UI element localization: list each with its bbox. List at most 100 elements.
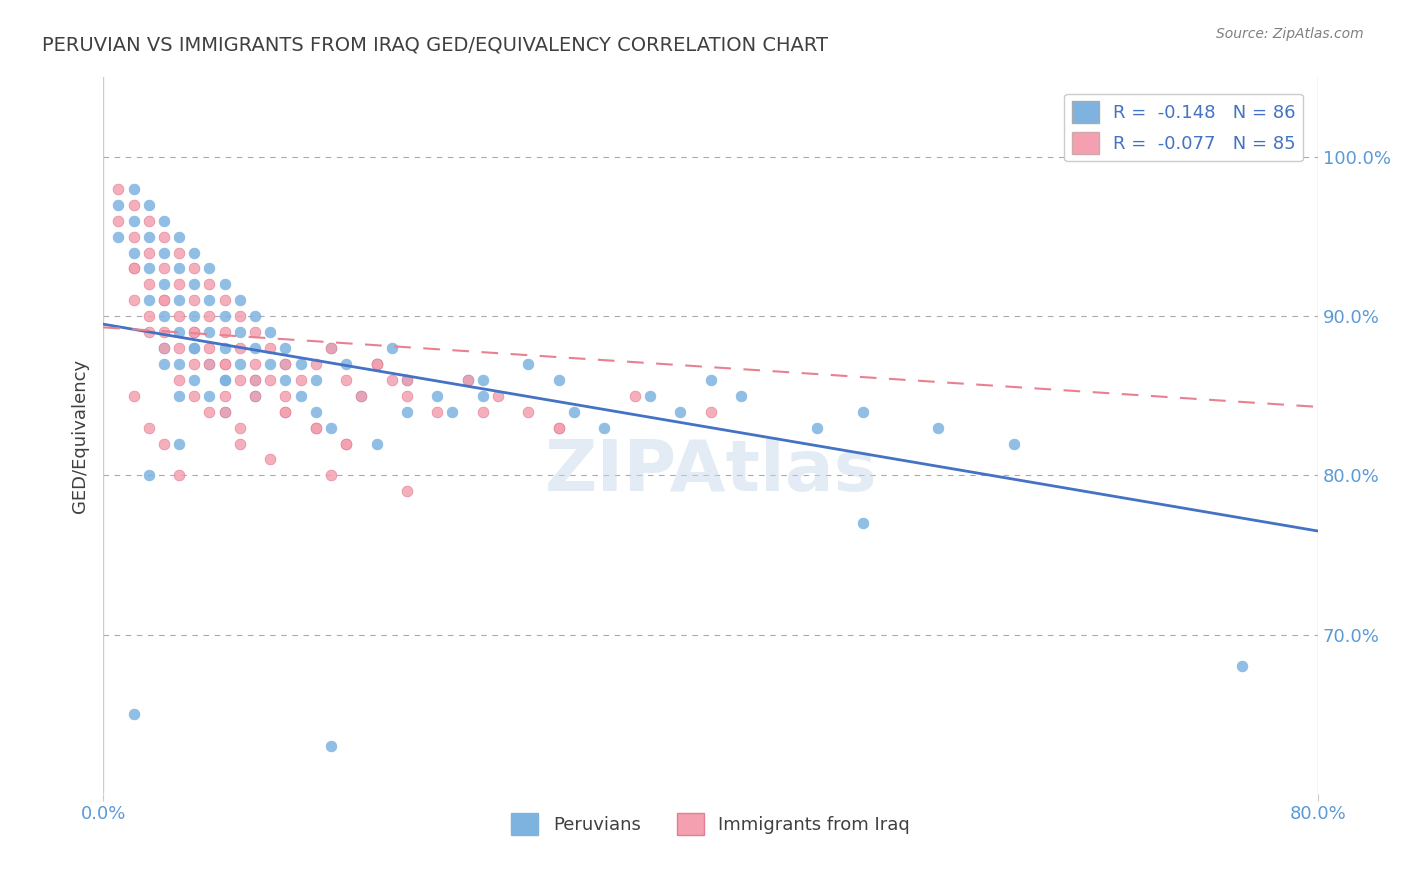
Point: [183, 293, 205, 308]
Point: [153, 436, 176, 450]
Point: [153, 357, 176, 371]
Point: [107, 213, 129, 227]
Point: [138, 468, 160, 483]
Point: [167, 325, 190, 339]
Point: [214, 277, 236, 292]
Point: [183, 325, 205, 339]
Point: [229, 325, 252, 339]
Point: [290, 389, 312, 403]
Point: [457, 373, 479, 387]
Point: [1230, 659, 1253, 673]
Point: [395, 484, 418, 499]
Y-axis label: GED/Equivalency: GED/Equivalency: [72, 359, 89, 513]
Point: [107, 229, 129, 244]
Point: [138, 198, 160, 212]
Point: [927, 420, 949, 434]
Point: [198, 277, 221, 292]
Point: [426, 405, 449, 419]
Point: [471, 389, 494, 403]
Point: [319, 739, 342, 753]
Point: [214, 357, 236, 371]
Point: [274, 357, 297, 371]
Point: [350, 389, 373, 403]
Point: [335, 436, 357, 450]
Point: [562, 405, 585, 419]
Point: [198, 325, 221, 339]
Point: [366, 357, 388, 371]
Point: [183, 341, 205, 355]
Point: [274, 389, 297, 403]
Point: [198, 389, 221, 403]
Point: [198, 261, 221, 276]
Point: [851, 405, 873, 419]
Point: [259, 452, 281, 467]
Point: [122, 261, 145, 276]
Point: [183, 357, 205, 371]
Point: [274, 341, 297, 355]
Point: [122, 293, 145, 308]
Point: [153, 309, 176, 323]
Point: [259, 325, 281, 339]
Point: [198, 405, 221, 419]
Point: [366, 357, 388, 371]
Point: [229, 373, 252, 387]
Point: [214, 341, 236, 355]
Text: PERUVIAN VS IMMIGRANTS FROM IRAQ GED/EQUIVALENCY CORRELATION CHART: PERUVIAN VS IMMIGRANTS FROM IRAQ GED/EQU…: [42, 36, 828, 54]
Point: [167, 245, 190, 260]
Point: [183, 261, 205, 276]
Point: [274, 373, 297, 387]
Point: [138, 309, 160, 323]
Point: [395, 389, 418, 403]
Point: [517, 405, 540, 419]
Point: [243, 325, 266, 339]
Point: [122, 245, 145, 260]
Point: [381, 341, 404, 355]
Point: [593, 420, 616, 434]
Point: [183, 309, 205, 323]
Point: [153, 325, 176, 339]
Point: [183, 341, 205, 355]
Point: [138, 213, 160, 227]
Point: [366, 436, 388, 450]
Point: [851, 516, 873, 530]
Point: [153, 293, 176, 308]
Point: [214, 325, 236, 339]
Point: [198, 341, 221, 355]
Point: [638, 389, 661, 403]
Point: [138, 420, 160, 434]
Point: [395, 405, 418, 419]
Point: [274, 405, 297, 419]
Legend: R =  -0.148   N = 86, R =  -0.077   N = 85: R = -0.148 N = 86, R = -0.077 N = 85: [1064, 94, 1303, 161]
Point: [259, 357, 281, 371]
Point: [426, 389, 449, 403]
Point: [153, 213, 176, 227]
Point: [243, 389, 266, 403]
Point: [214, 389, 236, 403]
Point: [366, 357, 388, 371]
Point: [319, 341, 342, 355]
Point: [107, 198, 129, 212]
Point: [319, 420, 342, 434]
Point: [699, 373, 721, 387]
Point: [167, 389, 190, 403]
Point: [243, 309, 266, 323]
Point: [335, 436, 357, 450]
Point: [699, 405, 721, 419]
Point: [243, 373, 266, 387]
Point: [107, 182, 129, 196]
Point: [138, 325, 160, 339]
Point: [138, 261, 160, 276]
Point: [395, 373, 418, 387]
Point: [167, 229, 190, 244]
Point: [167, 261, 190, 276]
Text: Source: ZipAtlas.com: Source: ZipAtlas.com: [1216, 27, 1364, 41]
Point: [214, 357, 236, 371]
Point: [167, 357, 190, 371]
Point: [305, 357, 328, 371]
Point: [122, 198, 145, 212]
Point: [319, 341, 342, 355]
Point: [290, 357, 312, 371]
Point: [623, 389, 645, 403]
Point: [153, 341, 176, 355]
Point: [290, 373, 312, 387]
